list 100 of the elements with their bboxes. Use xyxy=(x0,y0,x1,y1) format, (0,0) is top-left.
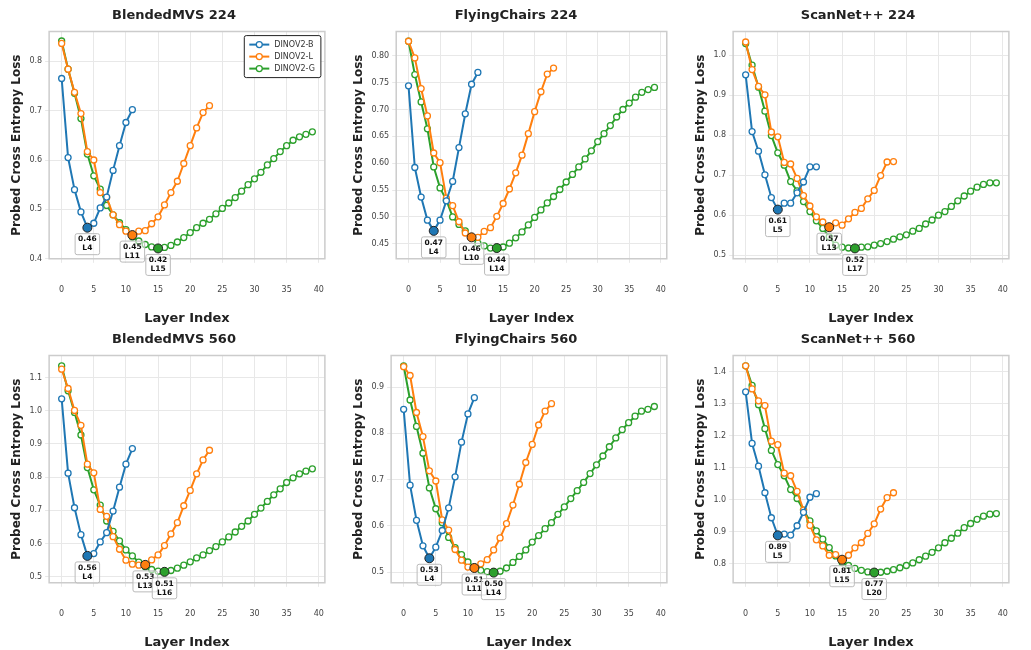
y-axis-title: Probed Cross Entropy Loss xyxy=(693,54,708,236)
x-tick-label: 35 xyxy=(965,608,976,618)
x-tick-label: 35 xyxy=(624,284,635,294)
x-tick-label: 5 xyxy=(433,608,439,618)
x-tick-label: 25 xyxy=(901,284,912,294)
x-tick-label: 0 xyxy=(743,608,749,618)
y-axis-title: Probed Cross Entropy Loss xyxy=(351,378,366,560)
y-tick-label: 0.9 xyxy=(713,526,727,536)
x-tick-label: 35 xyxy=(623,608,634,618)
x-axis-title: Layer Index xyxy=(144,309,231,325)
x-tick-label: 35 xyxy=(965,284,976,294)
x-tick-label: 15 xyxy=(498,284,509,294)
x-axis-title: Layer Index xyxy=(144,633,231,649)
x-tick-label: 5 xyxy=(775,608,781,618)
y-tick-label: 0.7 xyxy=(29,105,43,115)
y-axis-title: Probed Cross Entropy Loss xyxy=(9,378,24,560)
x-tick-label: 25 xyxy=(901,608,912,618)
x-tick-label: 15 xyxy=(836,608,848,618)
y-tick-label: 0.8 xyxy=(713,130,727,140)
y-tick-label: 0.65 xyxy=(371,131,390,141)
x-tick-label: 20 xyxy=(185,608,196,618)
x-tick-label: 40 xyxy=(655,284,666,294)
y-tick-label: 0.45 xyxy=(371,238,390,248)
y-tick-label: 0.9 xyxy=(713,90,727,100)
x-tick-label: 0 xyxy=(59,608,65,618)
chart-title: FlyingChairs 224 xyxy=(454,7,578,23)
y-tick-label: 1.1 xyxy=(29,372,43,382)
x-tick-label: 0 xyxy=(405,284,412,294)
x-axis-title: Layer Index xyxy=(828,633,915,649)
x-tick-label: 40 xyxy=(655,608,666,618)
x-tick-label: 25 xyxy=(217,608,228,618)
x-tick-label: 40 xyxy=(313,608,324,618)
legend-label: DINOV2-G xyxy=(274,63,315,73)
x-axis-title: Layer Index xyxy=(488,309,575,325)
x-tick-label: 10 xyxy=(120,608,132,618)
chart-title: FlyingChairs 560 xyxy=(454,331,578,347)
x-tick-label: 20 xyxy=(185,284,196,294)
y-axis-title: Probed Cross Entropy Loss xyxy=(351,54,366,236)
y-tick-label: 0.9 xyxy=(29,439,43,449)
y-tick-label: 0.5 xyxy=(29,204,43,214)
x-tick-label: 20 xyxy=(869,284,880,294)
x-tick-label: 20 xyxy=(869,608,880,618)
chart-title: BlendedMVS 560 xyxy=(112,331,236,347)
y-tick-label: 0.8 xyxy=(371,428,385,438)
x-tick-label: 30 xyxy=(933,608,944,618)
x-tick-label: 20 xyxy=(529,284,540,294)
x-tick-label: 0 xyxy=(401,608,407,618)
x-tick-label: 15 xyxy=(152,608,164,618)
x-tick-label: 0 xyxy=(59,284,65,294)
y-tick-label: 0.5 xyxy=(713,250,727,260)
y-axis-title: Probed Cross Entropy Loss xyxy=(693,378,708,560)
x-tick-label: 5 xyxy=(775,284,781,294)
y-tick-label: 0.7 xyxy=(29,505,43,515)
x-axis-title: Layer Index xyxy=(828,309,915,325)
y-tick-label: 0.7 xyxy=(371,474,385,484)
x-tick-label: 25 xyxy=(561,284,572,294)
x-tick-label: 30 xyxy=(249,608,260,618)
x-tick-label: 10 xyxy=(804,284,816,294)
x-tick-label: 15 xyxy=(494,608,506,618)
y-tick-label: 0.8 xyxy=(29,472,43,482)
x-tick-label: 10 xyxy=(466,284,477,294)
x-axis-title: Layer Index xyxy=(486,633,573,649)
x-tick-label: 40 xyxy=(313,284,324,294)
y-tick-label: 0.80 xyxy=(371,50,390,60)
y-tick-label: 0.5 xyxy=(371,567,385,577)
chart-title: ScanNet++ 560 xyxy=(800,331,916,347)
y-tick-label: 1.0 xyxy=(29,405,43,415)
x-tick-label: 10 xyxy=(120,284,132,294)
x-tick-label: 15 xyxy=(836,284,848,294)
x-tick-label: 5 xyxy=(437,284,443,294)
y-tick-label: 0.60 xyxy=(371,158,390,168)
x-tick-label: 35 xyxy=(281,608,292,618)
y-tick-label: 0.5 xyxy=(29,571,43,581)
y-tick-label: 0.6 xyxy=(371,520,385,530)
x-tick-label: 40 xyxy=(997,284,1008,294)
y-tick-label: 0.7 xyxy=(713,170,727,180)
y-tick-label: 0.50 xyxy=(371,211,390,221)
x-tick-label: 0 xyxy=(743,284,749,294)
x-tick-label: 20 xyxy=(527,608,538,618)
x-tick-label: 5 xyxy=(91,284,97,294)
legend-label: DINOV2-B xyxy=(274,39,314,49)
y-tick-label: 1.4 xyxy=(713,366,727,376)
legend-label: DINOV2-L xyxy=(274,51,314,61)
y-tick-label: 0.8 xyxy=(713,558,727,568)
x-tick-label: 25 xyxy=(217,284,228,294)
x-tick-label: 40 xyxy=(997,608,1008,618)
y-tick-label: 0.75 xyxy=(371,77,390,87)
x-tick-label: 30 xyxy=(249,284,260,294)
y-tick-label: 1.3 xyxy=(713,398,727,408)
y-axis-title: Probed Cross Entropy Loss xyxy=(9,54,24,236)
y-tick-label: 0.6 xyxy=(713,210,727,220)
x-tick-label: 35 xyxy=(281,284,292,294)
chart-title: BlendedMVS 224 xyxy=(112,7,236,23)
x-tick-label: 25 xyxy=(559,608,570,618)
x-tick-label: 10 xyxy=(462,608,474,618)
x-tick-label: 30 xyxy=(933,284,944,294)
x-tick-label: 30 xyxy=(591,608,602,618)
y-tick-label: 0.9 xyxy=(371,382,385,392)
y-tick-label: 0.8 xyxy=(29,56,43,66)
x-tick-label: 15 xyxy=(152,284,164,294)
